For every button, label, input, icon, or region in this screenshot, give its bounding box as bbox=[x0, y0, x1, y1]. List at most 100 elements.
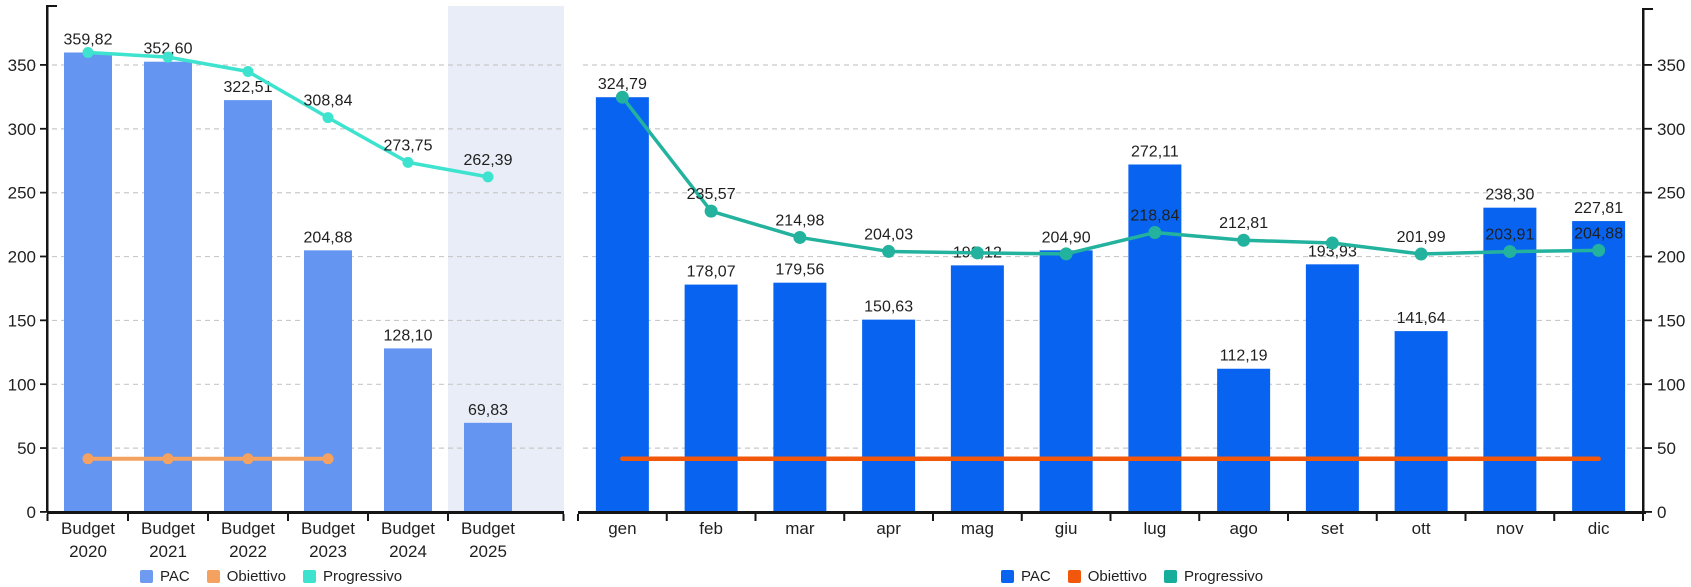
bar-pac-set[interactable] bbox=[1305, 264, 1359, 512]
bar-label: 204,90 bbox=[1042, 229, 1091, 246]
y-tick bbox=[1644, 319, 1652, 322]
bar-label: 238,30 bbox=[1485, 187, 1534, 204]
category-label-line2: 2022 bbox=[229, 542, 267, 561]
legend-label: Obiettivo bbox=[1087, 567, 1147, 585]
marker-progressivo-mag[interactable] bbox=[970, 246, 984, 260]
bar-pac-mar[interactable] bbox=[773, 282, 827, 512]
legend-swatch-pac bbox=[1001, 569, 1014, 583]
marker-progressivo-budget-2022[interactable] bbox=[242, 66, 254, 78]
line-label: 235,57 bbox=[687, 186, 736, 203]
bar-label: 193,93 bbox=[1308, 243, 1357, 260]
bar-label: 150,63 bbox=[864, 299, 913, 316]
bar-pac-giu[interactable] bbox=[1039, 250, 1093, 512]
bar-pac-ago[interactable] bbox=[1217, 368, 1271, 512]
legend-label: Obiettivo bbox=[226, 567, 286, 585]
y-tick-label: 300 bbox=[8, 120, 36, 139]
bar-pac-lug[interactable] bbox=[1128, 164, 1182, 512]
marker-progressivo-dic[interactable] bbox=[1592, 243, 1606, 257]
category-tick bbox=[1375, 514, 1378, 521]
marker-obiettivo-budget-2021[interactable] bbox=[162, 453, 174, 465]
marker-progressivo-nov[interactable] bbox=[1503, 245, 1517, 259]
bar-pac-apr[interactable] bbox=[862, 319, 916, 512]
legend-item-pac[interactable]: PAC bbox=[140, 568, 190, 585]
marker-obiettivo-budget-2023[interactable] bbox=[322, 453, 334, 465]
legend-item-progressivo[interactable]: Progressivo bbox=[1163, 568, 1263, 585]
y-tick bbox=[40, 127, 47, 130]
line-label: 273,75 bbox=[384, 137, 433, 154]
bar-label: 204,88 bbox=[304, 229, 353, 246]
bar-pac-budget-2020[interactable] bbox=[64, 52, 112, 512]
category-tick bbox=[577, 514, 579, 521]
marker-progressivo-budget-2023[interactable] bbox=[322, 112, 334, 124]
category-label-line2: 2020 bbox=[69, 542, 107, 561]
y-tick-label: 200 bbox=[1657, 248, 1685, 267]
bar-pac-budget-2021[interactable] bbox=[144, 61, 192, 512]
bar-pac-budget-2022[interactable] bbox=[224, 100, 272, 512]
bar-pac-budget-2024[interactable] bbox=[384, 348, 432, 512]
y-tick-label: 350 bbox=[8, 56, 36, 75]
y-tick-label: 100 bbox=[1657, 375, 1685, 394]
marker-progressivo-budget-2025[interactable] bbox=[482, 171, 494, 183]
category-label: apr bbox=[876, 519, 901, 538]
bar-label: 178,07 bbox=[687, 264, 736, 281]
bar-pac-feb[interactable] bbox=[684, 284, 738, 512]
y-tick-label: 350 bbox=[1657, 56, 1685, 75]
marker-progressivo-mar[interactable] bbox=[793, 230, 807, 244]
marker-progressivo-budget-2024[interactable] bbox=[402, 156, 414, 168]
category-label: mar bbox=[785, 519, 815, 538]
y-tick bbox=[1644, 447, 1652, 449]
legend-swatch-obiettivo bbox=[206, 569, 220, 583]
legend-item-obiettivo[interactable]: Obiettivo bbox=[206, 567, 286, 585]
marker-progressivo-budget-2021[interactable] bbox=[162, 51, 174, 63]
chart-budget-by-month: 324,79178,07179,56150,63193,12204,90272,… bbox=[577, 8, 1685, 538]
bar-label: 179,56 bbox=[775, 262, 824, 279]
line-progressivo bbox=[620, 95, 1601, 256]
category-tick bbox=[207, 514, 209, 521]
y-tick bbox=[1644, 64, 1652, 66]
category-tick bbox=[932, 514, 934, 521]
bar-pac-budget-2025[interactable] bbox=[464, 422, 512, 512]
marker-progressivo-gen[interactable] bbox=[615, 90, 629, 104]
bar-pac-mag[interactable] bbox=[950, 265, 1004, 512]
legend-item-progressivo[interactable]: Progressivo bbox=[302, 568, 402, 585]
legend-swatch-progressivo bbox=[302, 569, 316, 583]
legend-item-obiettivo[interactable]: Obiettivo bbox=[1067, 567, 1147, 585]
marker-progressivo-lug[interactable] bbox=[1148, 226, 1162, 240]
category-tick bbox=[1109, 514, 1112, 521]
marker-progressivo-set[interactable] bbox=[1325, 236, 1339, 250]
category-tick bbox=[562, 514, 565, 521]
y-tick-label: 0 bbox=[27, 503, 36, 522]
bar-pac-dic[interactable] bbox=[1572, 221, 1626, 512]
marker-progressivo-giu[interactable] bbox=[1059, 247, 1073, 261]
bar-pac-ott[interactable] bbox=[1394, 331, 1448, 512]
marker-progressivo-ott[interactable] bbox=[1414, 247, 1428, 261]
marker-progressivo-apr[interactable] bbox=[882, 244, 896, 258]
y-tick bbox=[40, 319, 47, 322]
line-label: 218,84 bbox=[1130, 208, 1179, 225]
marker-obiettivo-budget-2020[interactable] bbox=[82, 453, 94, 465]
bar-label: 69,83 bbox=[468, 402, 508, 419]
marker-progressivo-feb[interactable] bbox=[704, 204, 718, 218]
category-label-line2: 2025 bbox=[469, 542, 507, 561]
bar-pac-gen[interactable] bbox=[595, 97, 649, 512]
legend-swatch-progressivo bbox=[1163, 569, 1177, 583]
legend-item-pac[interactable]: PAC bbox=[1001, 568, 1051, 585]
line-label: 201,99 bbox=[1397, 229, 1446, 246]
category-label-line1: Budget bbox=[461, 519, 515, 538]
bar-pac-budget-2023[interactable] bbox=[304, 250, 352, 512]
marker-progressivo-ago[interactable] bbox=[1237, 233, 1251, 247]
legend-yearly-chart: PAC Obiettivo Progressivo bbox=[140, 567, 402, 585]
category-label-line2: 2021 bbox=[149, 542, 187, 561]
y-tick bbox=[1644, 127, 1652, 130]
y-tick-label: 250 bbox=[8, 184, 36, 203]
y-tick-label: 150 bbox=[1657, 311, 1685, 330]
line-label: 262,39 bbox=[464, 152, 513, 169]
bar-pac-nov[interactable] bbox=[1483, 207, 1537, 513]
bar-label: 112,19 bbox=[1220, 348, 1268, 365]
marker-progressivo-budget-2020[interactable] bbox=[82, 46, 94, 58]
category-label: lug bbox=[1144, 519, 1167, 538]
category-tick bbox=[665, 514, 668, 521]
marker-obiettivo-budget-2022[interactable] bbox=[242, 453, 254, 465]
category-label: gen bbox=[608, 519, 636, 538]
